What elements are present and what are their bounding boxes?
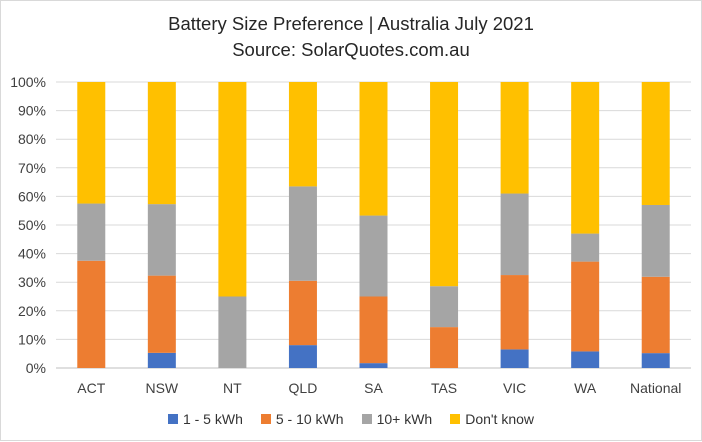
- bar-segment: [359, 215, 388, 297]
- y-tick-label: 0%: [26, 360, 46, 376]
- legend-swatch: [450, 414, 461, 424]
- legend-item: 5 - 10 kWh: [260, 411, 344, 427]
- bar-segment: [147, 352, 176, 368]
- x-tick-label: TAS: [431, 380, 457, 396]
- legend-label: Don't know: [465, 411, 535, 427]
- y-tick-label: 100%: [10, 74, 46, 90]
- legend-label: 10+ kWh: [376, 411, 433, 427]
- bar-segment: [571, 351, 600, 368]
- y-tick-label: 60%: [18, 188, 46, 204]
- bar-segment: [218, 296, 247, 368]
- x-tick-label: SA: [364, 380, 383, 396]
- bar-segment: [641, 276, 670, 354]
- bar-segment: [288, 186, 317, 281]
- bar-segment: [641, 204, 670, 277]
- x-tick-label: VIC: [503, 380, 526, 396]
- bar-segment: [430, 327, 459, 368]
- x-tick-label: NSW: [145, 380, 178, 396]
- bar-segment: [571, 261, 600, 352]
- y-tick-label: 50%: [18, 217, 46, 233]
- bar-segment: [218, 82, 247, 297]
- legend-swatch: [361, 414, 372, 424]
- legend-label: 1 - 5 kWh: [182, 411, 243, 427]
- y-tick-label: 80%: [18, 131, 46, 147]
- bar-segment: [500, 275, 529, 350]
- y-tick-label: 20%: [18, 303, 46, 319]
- bar-segment: [359, 363, 388, 368]
- bar-segment: [288, 345, 317, 368]
- bar-segment: [77, 260, 106, 368]
- x-tick-label: WA: [574, 380, 597, 396]
- bar-segment: [77, 203, 106, 261]
- bar-segment: [571, 82, 600, 234]
- bar-segment: [500, 349, 529, 368]
- bar-segment: [359, 296, 388, 364]
- legend-label: 5 - 10 kWh: [275, 411, 344, 427]
- y-tick-label: 40%: [18, 246, 46, 262]
- x-tick-label: ACT: [77, 380, 105, 396]
- chart-legend: 1 - 5 kWh 5 - 10 kWh 10+ kWh Don't know: [1, 411, 701, 427]
- x-tick-label: National: [630, 380, 681, 396]
- y-tick-label: 10%: [18, 331, 46, 347]
- x-tick-label: QLD: [289, 380, 318, 396]
- legend-swatch: [167, 414, 178, 424]
- bar-segment: [571, 233, 600, 262]
- bar-segment: [500, 193, 529, 276]
- y-tick-label: 90%: [18, 103, 46, 119]
- bar-segment: [359, 82, 388, 216]
- y-tick-label: 30%: [18, 274, 46, 290]
- bar-segment: [641, 353, 670, 368]
- bar-segment: [288, 82, 317, 187]
- bar-segment: [147, 275, 176, 353]
- bar-segment: [430, 82, 459, 287]
- bar-segment: [147, 82, 176, 205]
- x-tick-label: NT: [223, 380, 242, 396]
- bar-segment: [77, 82, 106, 204]
- chart-subtitle: Source: SolarQuotes.com.au: [232, 39, 470, 60]
- bar-segment: [430, 286, 459, 328]
- y-tick-label: 70%: [18, 160, 46, 176]
- legend-swatch: [260, 414, 271, 424]
- bar-segment: [500, 82, 529, 194]
- bar-segment: [147, 204, 176, 276]
- bar-segment: [641, 82, 670, 205]
- legend-item: Don't know: [450, 411, 534, 427]
- legend-item: 10+ kWh: [361, 411, 433, 427]
- chart-title: Battery Size Preference | Australia July…: [168, 13, 534, 34]
- bar-segment: [288, 280, 317, 346]
- legend-item: 1 - 5 kWh: [167, 411, 243, 427]
